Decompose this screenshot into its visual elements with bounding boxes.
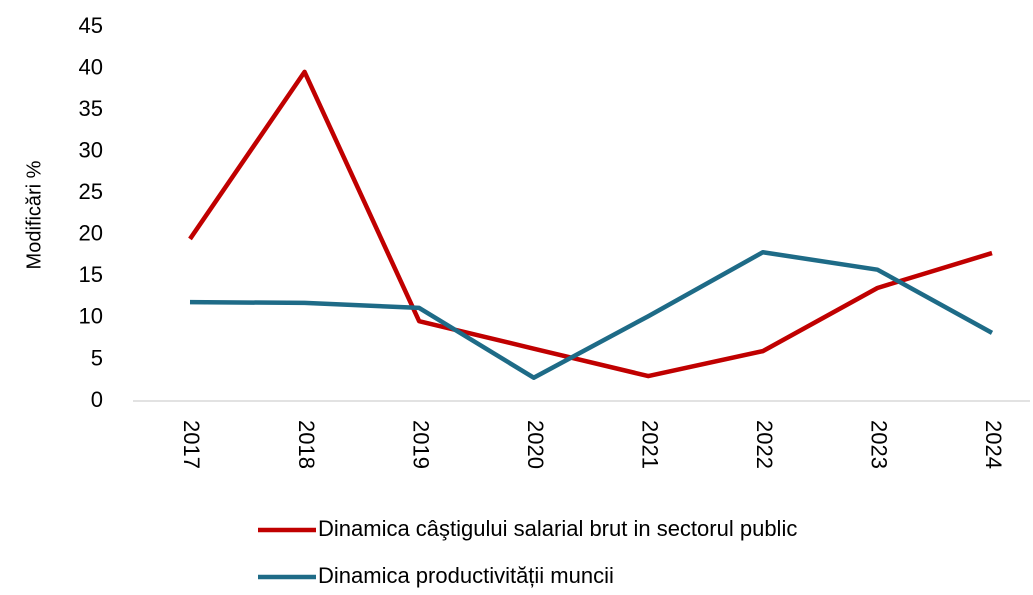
y-tick-label: 45 [79,13,103,38]
y-axis-title: Modificări % [23,160,45,269]
y-tick-label: 30 [79,137,103,162]
x-tick-label: 2018 [294,420,319,469]
x-tick-label: 2019 [408,420,433,469]
x-tick-label: 2017 [179,420,204,469]
series-line [188,69,993,379]
y-tick-label: 25 [79,179,103,204]
x-tick-label: 2021 [637,420,662,469]
x-tick-label: 2023 [867,420,892,469]
y-tick-label: 20 [79,221,103,246]
y-tick-label: 10 [79,304,103,329]
legend-label: Dinamica productivității muncii [318,563,614,588]
y-tick-label: 35 [79,96,103,121]
y-tick-label: 5 [91,345,103,370]
series-line [189,249,994,380]
x-tick-label: 2020 [523,420,548,469]
x-tick-label: 2024 [981,420,1006,469]
legend-label: Dinamica câştigului salarial brut in sec… [318,516,797,541]
x-tick-label: 2022 [752,420,777,469]
y-tick-label: 0 [91,387,103,412]
y-tick-label: 40 [79,54,103,79]
y-tick-label: 15 [79,262,103,287]
